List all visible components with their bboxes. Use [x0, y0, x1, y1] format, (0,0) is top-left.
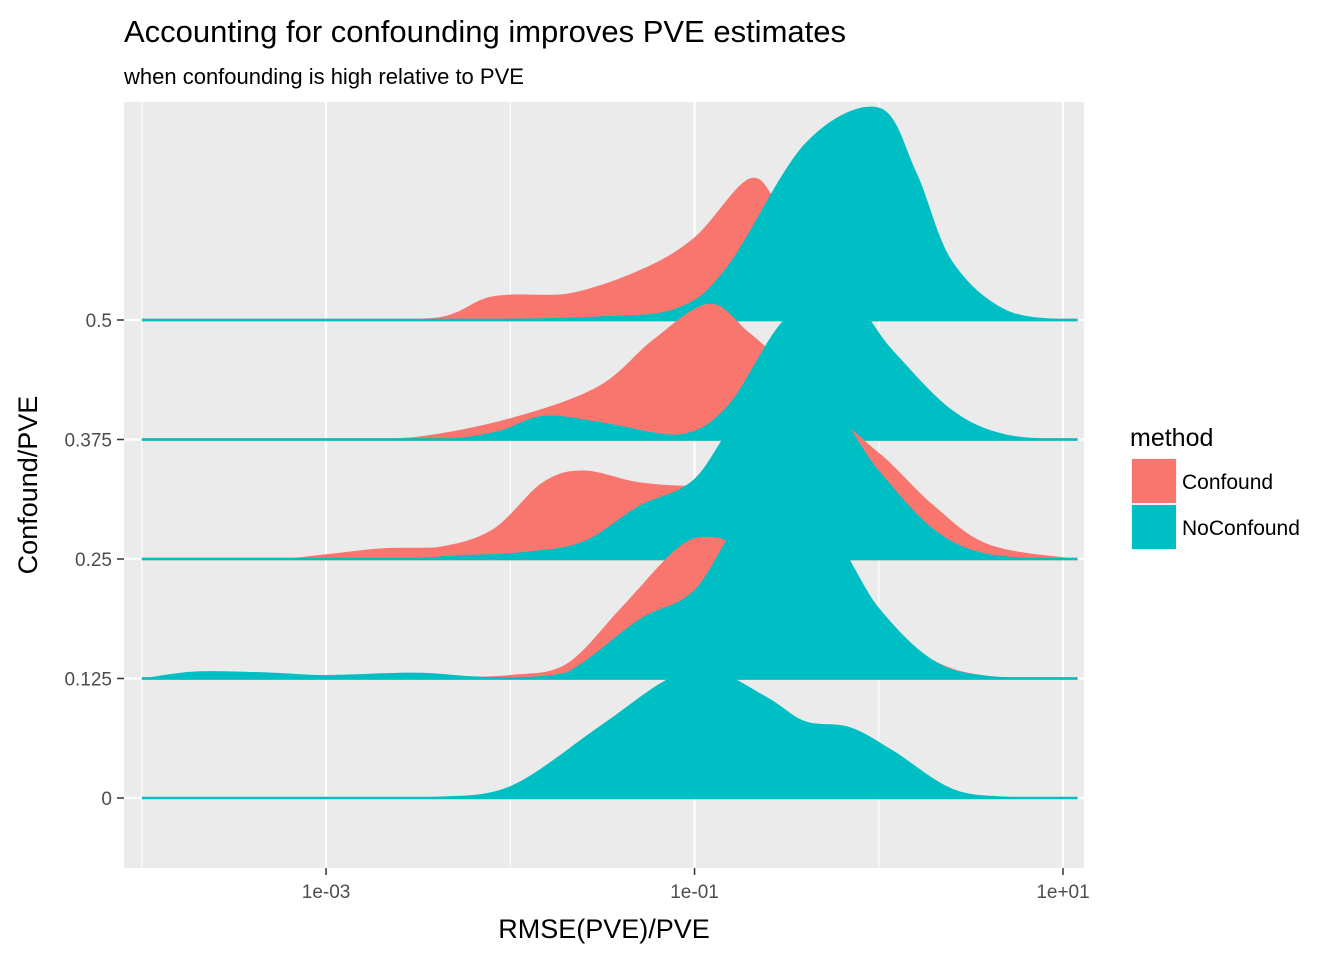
y-tick-label: 0.125: [64, 670, 112, 691]
legend: method Confound NoConfound: [1130, 424, 1300, 550]
x-tick-label: 1e-01: [670, 882, 719, 903]
x-axis-label: RMSE(PVE)/PVE: [498, 914, 710, 944]
y-axis: 0 0.125 0.25 0.375 0.5: [64, 311, 124, 810]
legend-key-noconfound: [1132, 505, 1176, 549]
legend-key-confound: [1132, 459, 1176, 503]
ridge-noconfound-0.5: [141, 106, 1078, 321]
x-axis: 1e-03 1e-01 1e+01: [302, 868, 1090, 903]
y-tick-label: 0.5: [86, 311, 112, 332]
x-tick-label: 1e-03: [302, 882, 351, 903]
y-axis-label: Confound/PVE: [13, 396, 43, 575]
legend-title: method: [1130, 424, 1213, 452]
y-tick-label: 0.25: [75, 550, 112, 571]
ridges: [141, 106, 1078, 800]
ridge-noconfound-0: [141, 667, 1078, 798]
chart-subtitle: when confounding is high relative to PVE: [123, 64, 524, 89]
x-tick-label: 1e+01: [1036, 882, 1089, 903]
ridge-noconfound-0.375: [141, 285, 1078, 440]
legend-label-noconfound: NoConfound: [1182, 517, 1300, 540]
ridge-noconfound-0.125: [141, 508, 1078, 679]
y-tick-label: 0.375: [64, 431, 112, 452]
legend-label-confound: Confound: [1182, 471, 1273, 494]
ridge-noconfound-0.25: [141, 393, 1078, 559]
chart-title: Accounting for confounding improves PVE …: [124, 14, 846, 49]
y-tick-label: 0: [101, 789, 112, 810]
